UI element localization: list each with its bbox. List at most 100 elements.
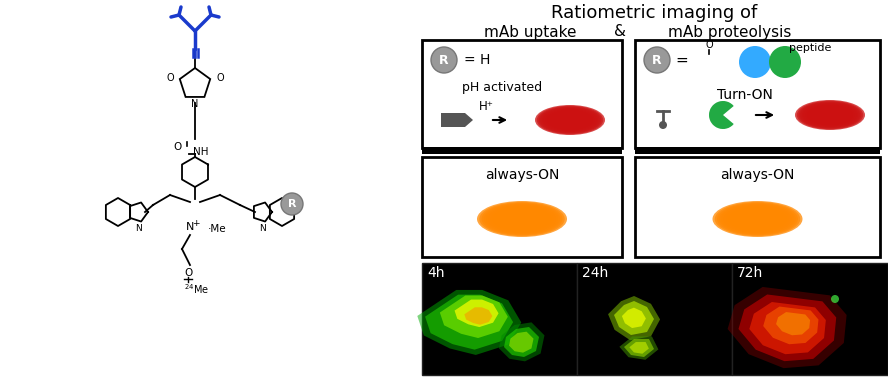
PathPatch shape <box>727 287 846 368</box>
PathPatch shape <box>739 294 836 361</box>
Bar <box>635 157 880 257</box>
PathPatch shape <box>614 301 654 335</box>
PathPatch shape <box>417 290 521 355</box>
Ellipse shape <box>807 105 852 125</box>
Text: N: N <box>135 224 141 233</box>
Text: always-ON: always-ON <box>720 168 795 182</box>
Text: N: N <box>186 222 194 232</box>
Bar <box>635 40 880 148</box>
Text: +: + <box>192 219 200 227</box>
Text: O: O <box>216 73 224 83</box>
Circle shape <box>431 47 457 73</box>
Circle shape <box>769 46 801 78</box>
Ellipse shape <box>484 204 560 234</box>
Text: =: = <box>675 52 687 67</box>
Ellipse shape <box>800 102 860 128</box>
Text: Turn-ON: Turn-ON <box>718 88 773 102</box>
Text: mAb uptake: mAb uptake <box>484 25 576 40</box>
PathPatch shape <box>749 302 826 354</box>
Text: always-ON: always-ON <box>485 168 559 182</box>
Ellipse shape <box>795 100 865 130</box>
PathPatch shape <box>608 296 660 340</box>
Ellipse shape <box>542 108 598 132</box>
Ellipse shape <box>731 208 784 230</box>
Ellipse shape <box>486 205 558 233</box>
Ellipse shape <box>490 206 553 231</box>
Ellipse shape <box>804 104 856 126</box>
Text: O: O <box>173 142 181 152</box>
Ellipse shape <box>809 106 851 124</box>
Ellipse shape <box>536 106 603 134</box>
Ellipse shape <box>724 205 791 233</box>
Wedge shape <box>709 101 733 129</box>
Text: O: O <box>166 73 174 83</box>
Circle shape <box>644 47 670 73</box>
Ellipse shape <box>798 101 861 129</box>
PathPatch shape <box>464 307 492 325</box>
Text: pH activated: pH activated <box>462 81 542 95</box>
Polygon shape <box>441 113 473 127</box>
Text: &: & <box>614 25 626 40</box>
Ellipse shape <box>540 107 599 133</box>
Ellipse shape <box>488 205 556 233</box>
Ellipse shape <box>547 110 593 130</box>
Text: R: R <box>288 199 297 209</box>
PathPatch shape <box>630 342 649 354</box>
Bar <box>422 40 622 148</box>
Ellipse shape <box>802 103 858 127</box>
PathPatch shape <box>425 295 513 349</box>
Text: Ratiometric imaging of: Ratiometric imaging of <box>551 4 757 22</box>
Text: H⁺: H⁺ <box>479 100 494 112</box>
Ellipse shape <box>712 201 803 237</box>
Circle shape <box>281 193 303 215</box>
PathPatch shape <box>763 307 819 344</box>
Ellipse shape <box>715 202 800 236</box>
PathPatch shape <box>624 339 654 357</box>
Ellipse shape <box>495 208 549 230</box>
PathPatch shape <box>504 327 539 357</box>
Text: ·Me: ·Me <box>208 224 226 234</box>
Bar <box>422 147 622 154</box>
Text: R: R <box>440 54 448 66</box>
Ellipse shape <box>493 207 551 231</box>
PathPatch shape <box>622 308 646 328</box>
Circle shape <box>831 295 839 303</box>
Text: R: R <box>652 54 662 66</box>
Ellipse shape <box>481 203 562 235</box>
PathPatch shape <box>440 296 508 338</box>
Text: peptide: peptide <box>789 43 831 53</box>
Text: NH: NH <box>193 147 209 157</box>
Bar <box>635 147 880 154</box>
Bar <box>422 157 622 257</box>
Text: N: N <box>191 99 199 109</box>
Ellipse shape <box>728 207 787 231</box>
Text: 24h: 24h <box>582 266 608 280</box>
Ellipse shape <box>535 105 605 135</box>
PathPatch shape <box>620 336 658 360</box>
Text: O: O <box>184 268 192 278</box>
Text: mAb proteolysis: mAb proteolysis <box>669 25 792 40</box>
Bar <box>732 263 888 375</box>
Text: $^{24}$Me: $^{24}$Me <box>184 282 209 296</box>
Bar <box>422 263 577 375</box>
Ellipse shape <box>545 109 594 130</box>
Ellipse shape <box>719 204 796 234</box>
Text: 4h: 4h <box>427 266 445 280</box>
Ellipse shape <box>797 101 863 129</box>
Circle shape <box>659 121 667 129</box>
Ellipse shape <box>805 104 854 126</box>
PathPatch shape <box>509 332 534 352</box>
Circle shape <box>739 46 771 78</box>
Ellipse shape <box>717 203 798 235</box>
Text: = H: = H <box>464 53 490 67</box>
Ellipse shape <box>543 109 596 131</box>
Ellipse shape <box>726 206 789 231</box>
Text: 72h: 72h <box>737 266 764 280</box>
PathPatch shape <box>499 322 544 361</box>
Text: O: O <box>705 40 713 50</box>
Ellipse shape <box>477 201 567 237</box>
Ellipse shape <box>538 106 601 133</box>
Bar <box>577 263 732 375</box>
Ellipse shape <box>721 205 794 233</box>
Ellipse shape <box>549 111 591 129</box>
